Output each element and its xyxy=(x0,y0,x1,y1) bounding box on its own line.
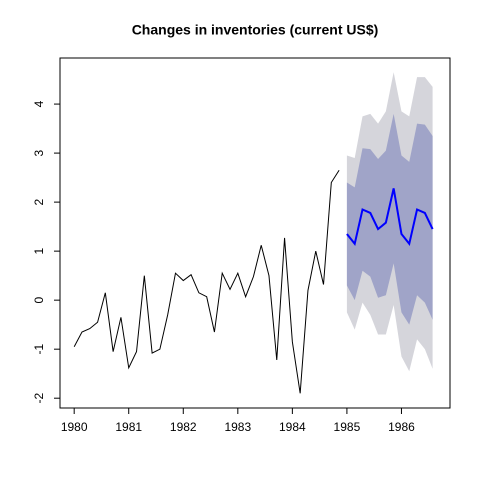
y-tick-label: 0 xyxy=(32,297,46,304)
plot-frame xyxy=(59,57,451,409)
series-line xyxy=(346,188,434,247)
chart-title: Changes in inventories (current US$) xyxy=(132,22,379,38)
series-line xyxy=(73,169,340,394)
y-tick-label: 1 xyxy=(32,247,46,254)
x-tick-label: 1985 xyxy=(334,420,361,434)
y-tick-label: 2 xyxy=(32,198,46,205)
y-tick-label: -1 xyxy=(32,344,46,355)
y-tick-label: 3 xyxy=(32,149,46,156)
x-tick-label: 1986 xyxy=(388,420,415,434)
x-tick-label: 1984 xyxy=(279,420,306,434)
y-tick-label: -2 xyxy=(32,393,46,404)
x-tick-label: 1982 xyxy=(170,420,197,434)
y-tick-label: 4 xyxy=(32,100,46,107)
x-tick-label: 1983 xyxy=(224,420,251,434)
x-tick-label: 1981 xyxy=(115,420,142,434)
x-tick-label: 1980 xyxy=(61,420,88,434)
prediction-band xyxy=(346,113,433,325)
